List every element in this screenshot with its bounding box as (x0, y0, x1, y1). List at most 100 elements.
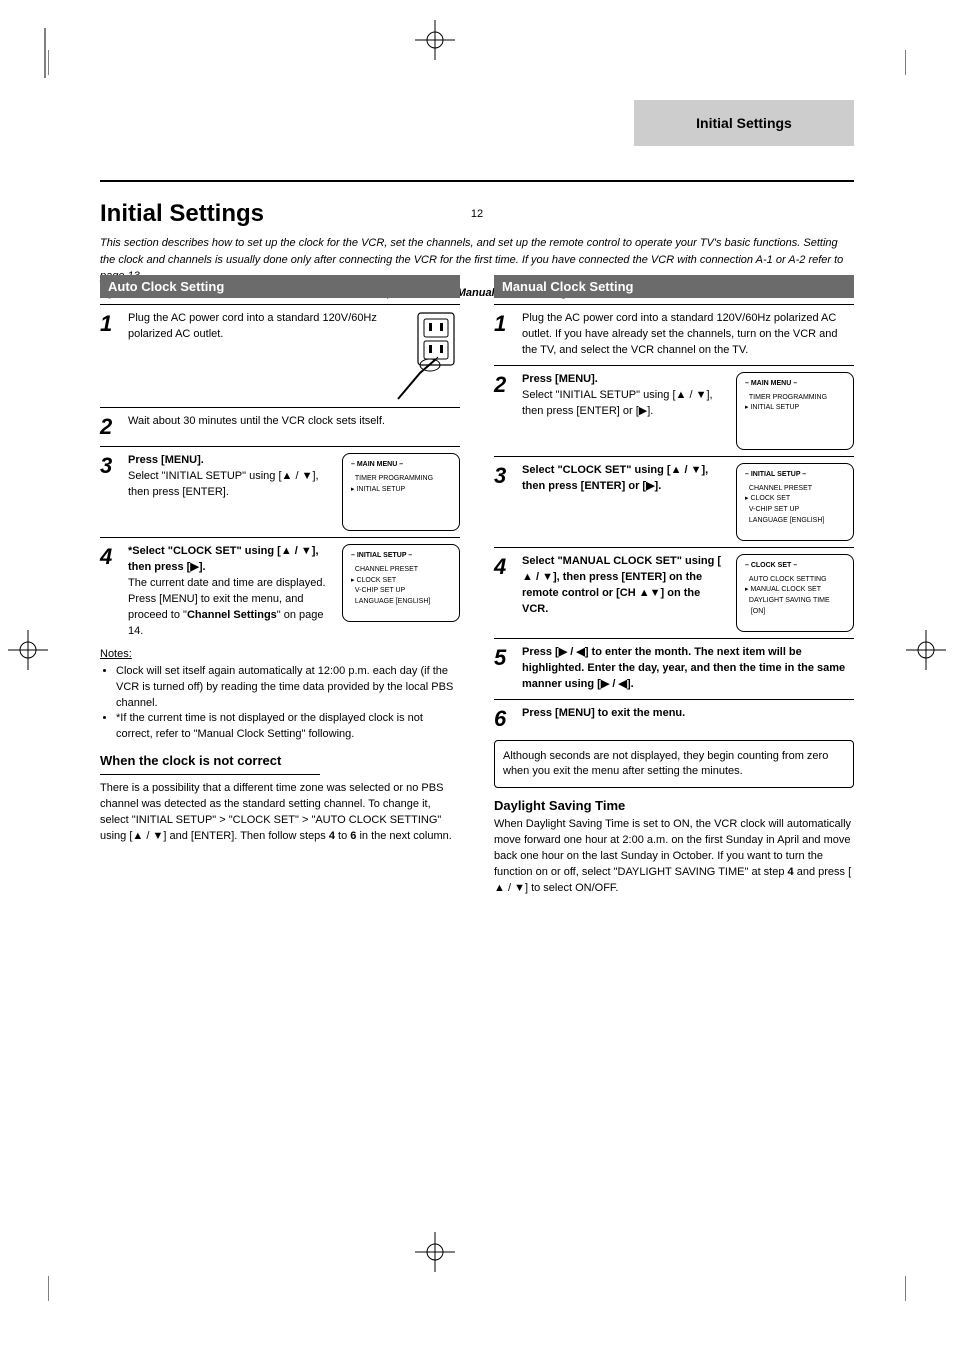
right-triangle-icon: ▶ (559, 645, 567, 661)
step-text: Press [MENU] to exit the menu. (522, 706, 854, 722)
step-number: 1 (494, 311, 514, 337)
osd-clock-set: – CLOCK SET – AUTO CLOCK SETTING ▸ MANUA… (736, 554, 854, 632)
step-text: Press [MENU]. Select "INITIAL SETUP" usi… (128, 453, 330, 501)
screen-item: ▸ CLOCK SET (351, 576, 451, 586)
t: ]. (655, 480, 662, 492)
screen-item: V-CHIP SET UP (745, 505, 845, 515)
right-triangle-icon: ▶ (190, 560, 198, 576)
up-triangle-icon: ▲ (639, 586, 650, 602)
crop-corner-bl (48, 1271, 78, 1301)
t: Select "INITIAL SETUP" using [ (522, 389, 676, 401)
screen-title: – INITIAL SETUP – (745, 470, 845, 480)
screen-item: LANGUAGE [ENGLISH] (745, 516, 845, 526)
t: Press [MENU] to exit the menu. (522, 707, 685, 719)
down-triangle-icon: ▼ (650, 586, 661, 602)
t: ] to select ON/OFF. (525, 882, 619, 894)
down-triangle-icon: ▼ (302, 469, 313, 485)
screen-item: ▸ INITIAL SETUP (351, 485, 451, 495)
step-text: Select "MANUAL CLOCK SET" using [▲ / ▼],… (522, 554, 724, 618)
section-tab: Initial Settings (634, 100, 854, 146)
down-triangle-icon: ▼ (152, 829, 163, 845)
step-text: Plug the AC power cord into a standard 1… (128, 311, 382, 343)
down-triangle-icon: ▼ (696, 388, 707, 404)
up-triangle-icon: ▲ (676, 388, 687, 404)
hint-box: Although seconds are not displayed, they… (494, 740, 854, 789)
manual-step-1: 1 Plug the AC power cord into a standard… (494, 311, 854, 359)
auto-step-4: 4 *Select "CLOCK SET" using [▲ / ▼], the… (100, 544, 460, 640)
step-number: 5 (494, 645, 514, 671)
t: *Select "CLOCK SET" using [ (128, 545, 281, 557)
down-triangle-icon: ▼ (542, 570, 553, 586)
step-text: Plug the AC power cord into a standard 1… (522, 311, 854, 359)
t: Select "CLOCK SET" using [ (522, 464, 671, 476)
step-number: 2 (100, 414, 120, 440)
note-item: Clock will set itself again automaticall… (116, 664, 460, 712)
step-number: 4 (100, 544, 120, 570)
screen-item: DAYLIGHT SAVING TIME (745, 596, 845, 606)
up-triangle-icon: ▲ (522, 570, 533, 586)
up-triangle-icon: ▲ (281, 544, 292, 560)
screen-item: ▸ MANUAL CLOCK SET (745, 585, 845, 595)
t: / (567, 646, 576, 658)
osd-initial-setup: – INITIAL SETUP – CHANNEL PRESET ▸ CLOCK… (736, 463, 854, 541)
auto-step-1: 1 Plug the AC power cord into a standard… (100, 311, 460, 401)
down-triangle-icon: ▼ (301, 544, 312, 560)
crop-corner-tr (876, 50, 906, 80)
crop-mark-tl (20, 28, 70, 78)
left-column: Auto Clock Setting 1 Plug the AC power c… (100, 275, 460, 845)
page-number: 12 (471, 208, 483, 220)
t: ]. (647, 405, 653, 417)
link-text: Channel Settings (187, 609, 277, 621)
step-number: 3 (494, 463, 514, 489)
subheading: Daylight Saving Time (494, 798, 854, 813)
step-text: Press [MENU]. Select "INITIAL SETUP" usi… (522, 372, 724, 420)
osd-initial-setup: – INITIAL SETUP – CHANNEL PRESET ▸ CLOCK… (342, 544, 460, 622)
manual-step-4: 4 Select "MANUAL CLOCK SET" using [▲ / ▼… (494, 554, 854, 632)
outlet-illustration (390, 311, 460, 401)
screen-item: CHANNEL PRESET (351, 565, 451, 575)
screen-item: ▸ CLOCK SET (745, 494, 845, 504)
up-triangle-icon: ▲ (671, 463, 682, 479)
auto-clock-heading: Auto Clock Setting (100, 275, 460, 298)
t: / (686, 389, 695, 401)
t: / (292, 545, 301, 557)
dst-body: When Daylight Saving Time is set to ON, … (494, 817, 854, 897)
registration-left (8, 630, 48, 670)
step-number: 1 (100, 311, 120, 337)
t: / (292, 470, 301, 482)
screen-title: – MAIN MENU – (351, 460, 451, 470)
t: Select "INITIAL SETUP" using [ (128, 470, 282, 482)
up-triangle-icon: ▲ (282, 469, 293, 485)
down-triangle-icon: ▼ (514, 881, 525, 897)
title-rule (100, 180, 854, 182)
osd-main-menu: – MAIN MENU – TIMER PROGRAMMING ▸ INITIA… (342, 453, 460, 531)
screen-item: V-CHIP SET UP (351, 586, 451, 596)
screen-title: – MAIN MENU – (745, 379, 845, 389)
left-triangle-icon: ◀ (576, 645, 584, 661)
auto-step-2: 2 Wait about 30 minutes until the VCR cl… (100, 414, 460, 440)
note-item: *If the current time is not displayed or… (116, 711, 460, 743)
manual-step-2: 2 Press [MENU]. Select "INITIAL SETUP" u… (494, 372, 854, 450)
t: and press [ (794, 866, 851, 878)
t: ]. (627, 678, 634, 690)
screen-item: TIMER PROGRAMMING (351, 474, 451, 484)
manual-clock-heading: Manual Clock Setting (494, 275, 854, 298)
t: / (681, 464, 690, 476)
step-number: 6 (494, 706, 514, 732)
crop-corner-tl (48, 50, 78, 80)
step-text: Press [▶ / ◀] to enter the month. The ne… (522, 645, 854, 693)
step-text: Select "CLOCK SET" using [▲ / ▼], then p… (522, 463, 724, 495)
step-number: 3 (100, 453, 120, 479)
notes-heading: Notes: (100, 648, 460, 660)
registration-bottom (415, 1232, 455, 1272)
t: Select "MANUAL CLOCK SET" using [ (522, 555, 721, 567)
auto-step-3: 3 Press [MENU]. Select "INITIAL SETUP" u… (100, 453, 460, 531)
t: Press [MENU]. (522, 373, 598, 385)
screen-title: – INITIAL SETUP – (351, 551, 451, 561)
right-triangle-icon: ▶ (646, 479, 654, 495)
step-lead: Press [MENU]. (128, 454, 204, 466)
step-number: 2 (494, 372, 514, 398)
down-triangle-icon: ▼ (691, 463, 702, 479)
screen-item: AUTO CLOCK SETTING (745, 575, 845, 585)
manual-step-5: 5 Press [▶ / ◀] to enter the month. The … (494, 645, 854, 693)
